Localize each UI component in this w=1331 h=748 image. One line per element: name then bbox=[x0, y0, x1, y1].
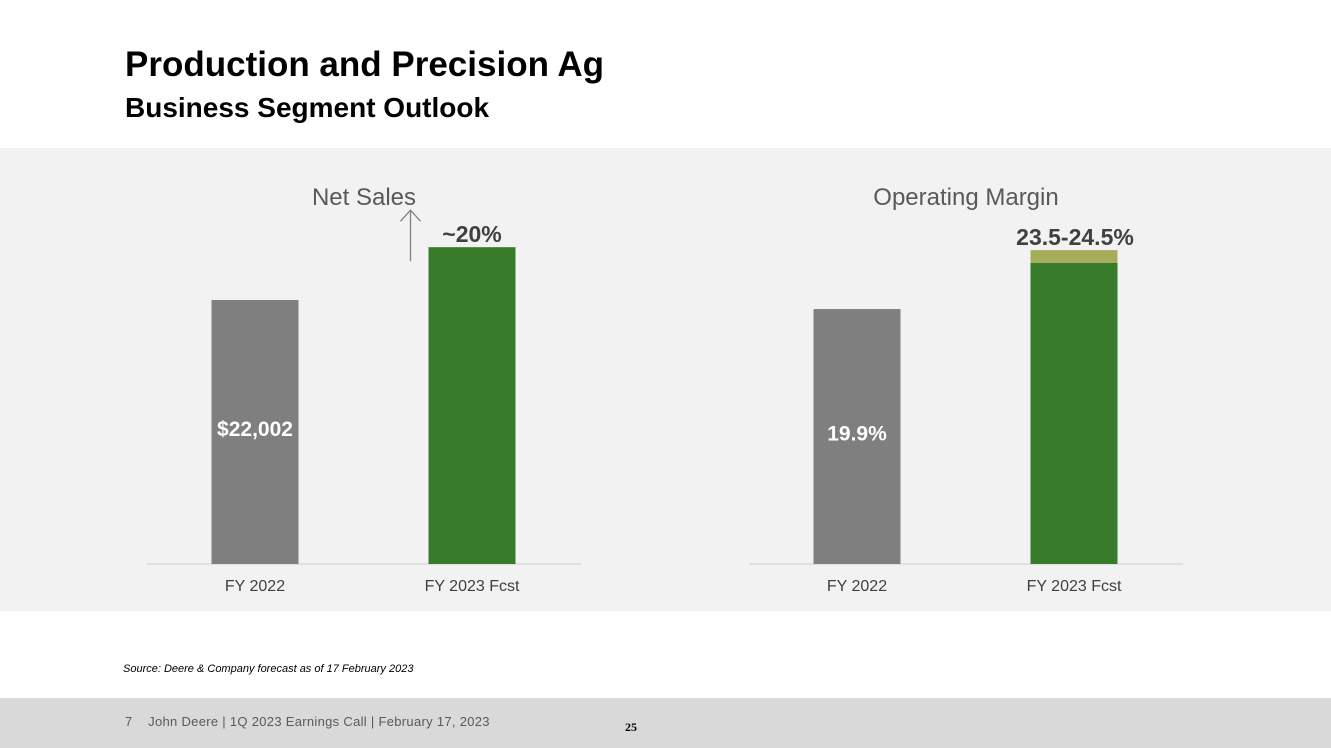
category-label: FY 2022 bbox=[225, 578, 285, 595]
operating-margin-chart: Operating Margin FY 2022 FY 2023 Fcst 19.9%… bbox=[749, 184, 1183, 595]
data-label: 19.9% bbox=[827, 423, 887, 446]
bar-fy-2022 bbox=[211, 299, 299, 564]
page-number: 25 bbox=[625, 720, 637, 734]
bar-fy-2022 bbox=[813, 309, 901, 564]
footer-bar: 7 John Deere | 1Q 2023 Earnings Call | F… bbox=[0, 698, 1331, 748]
data-label: 23.5-24.5% bbox=[1016, 224, 1134, 250]
up-arrow-icon bbox=[400, 209, 421, 262]
bar-range-segment bbox=[1030, 250, 1118, 263]
bar-fy-2023-fcst bbox=[1030, 262, 1118, 564]
bar-fy-2023-fcst bbox=[428, 247, 516, 564]
chart-panel: Net Sales FY 2022 FY 2023 Fcst $22,002 ~20% … bbox=[0, 148, 1331, 611]
net-sales-chart: Net Sales FY 2022 FY 2023 Fcst $22,002 ~20% bbox=[147, 184, 581, 595]
data-label: $22,002 bbox=[217, 418, 293, 441]
data-label: ~20% bbox=[442, 221, 501, 247]
slide-subtitle: Business Segment Outlook bbox=[125, 92, 490, 123]
slide-title: Production and Precision Ag bbox=[125, 45, 605, 84]
category-label: FY 2023 Fcst bbox=[425, 578, 520, 595]
category-label: FY 2023 Fcst bbox=[1027, 578, 1122, 595]
chart-title: Operating Margin bbox=[873, 184, 1058, 211]
chart-title: Net Sales bbox=[312, 184, 416, 211]
category-label: FY 2022 bbox=[827, 578, 887, 595]
footer-text: 7 John Deere | 1Q 2023 Earnings Call | F… bbox=[125, 714, 490, 729]
source-note: Source: Deere & Company forecast as of 1… bbox=[123, 663, 414, 675]
